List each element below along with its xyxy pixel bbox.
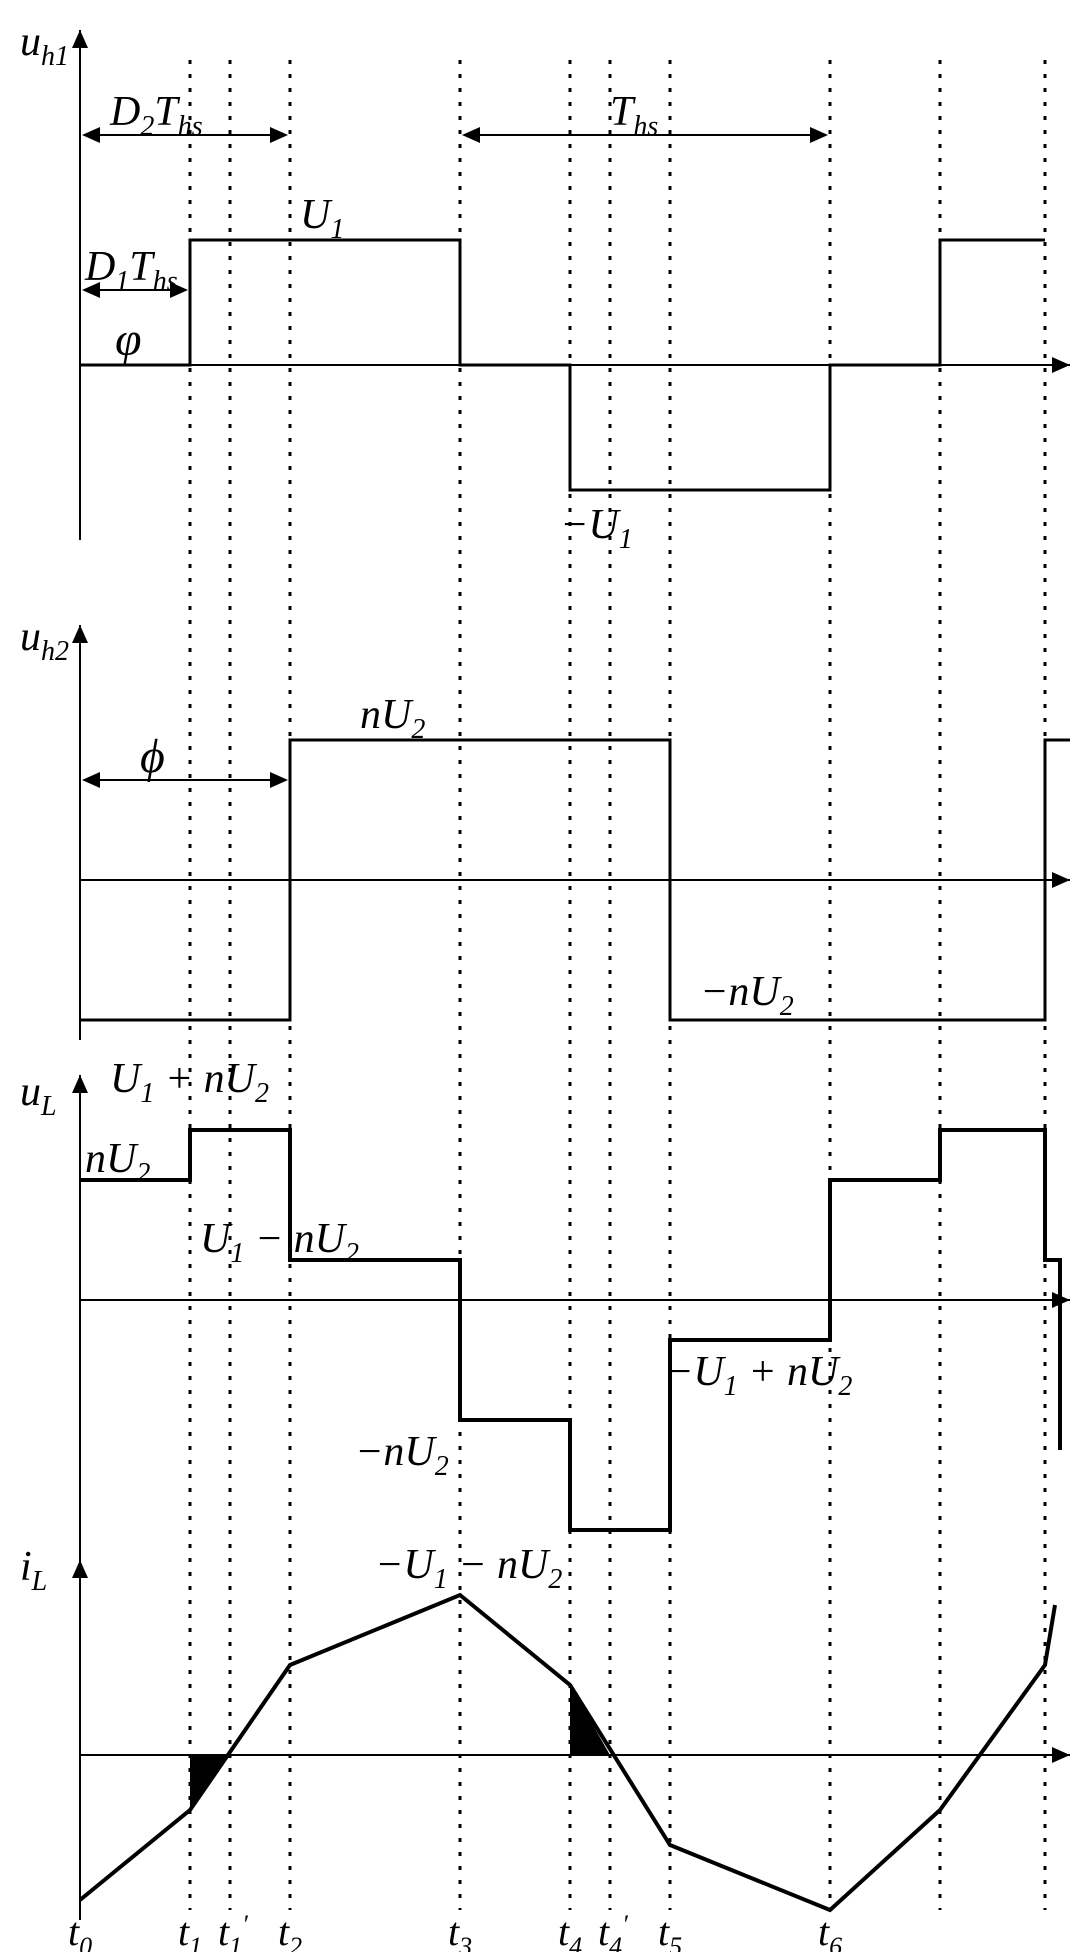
svg-text:U1 − nU2: U1 − nU2: [200, 1216, 359, 1269]
svg-text:−U1 + nU2: −U1 + nU2: [665, 1349, 852, 1402]
svg-text:nU2: nU2: [85, 1136, 150, 1189]
svg-text:t1: t1: [178, 1909, 202, 1952]
svg-text:t6: t6: [818, 1909, 842, 1952]
svg-text:−U1 − nU2: −U1 − nU2: [375, 1542, 562, 1595]
svg-text:U1: U1: [300, 192, 344, 245]
svg-text:φ: φ: [115, 313, 142, 366]
svg-text:−U1: −U1: [560, 502, 633, 555]
svg-text:iL: iL: [20, 1544, 47, 1597]
svg-text:t4′: t4′: [598, 1909, 628, 1952]
svg-text:t2: t2: [278, 1909, 302, 1952]
svg-text:t3: t3: [448, 1909, 472, 1952]
svg-text:t4: t4: [558, 1909, 582, 1952]
svg-text:−nU2: −nU2: [700, 969, 794, 1022]
svg-text:nU2: nU2: [360, 692, 425, 745]
svg-text:D2Ths: D2Ths: [109, 89, 203, 142]
uL-waveform: [80, 1130, 1060, 1530]
svg-text:Ths: Ths: [610, 89, 658, 142]
iL-shade-1: [190, 1755, 230, 1810]
svg-text:D1Ths: D1Ths: [84, 244, 178, 297]
svg-text:uL: uL: [20, 1069, 57, 1122]
svg-text:−nU2: −nU2: [355, 1429, 449, 1482]
svg-text:t1′: t1′: [218, 1909, 248, 1952]
svg-text:uh2: uh2: [20, 614, 69, 667]
svg-text:uh1: uh1: [20, 19, 69, 72]
svg-text:ϕ: ϕ: [140, 730, 165, 783]
svg-text:U1 + nU2: U1 + nU2: [110, 1056, 269, 1109]
svg-text:t5: t5: [658, 1909, 682, 1952]
iL-shade-2: [570, 1685, 610, 1755]
iL-waveform: [80, 1595, 1055, 1910]
